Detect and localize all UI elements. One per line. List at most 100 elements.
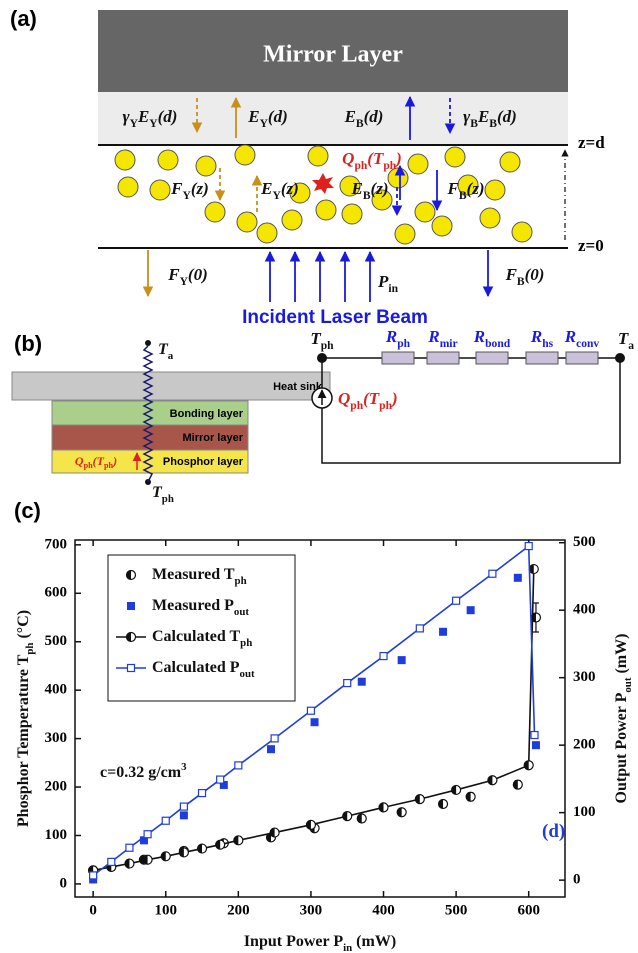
text-piece: E [351, 179, 363, 198]
marker-part [235, 762, 242, 769]
text-piece: E [137, 107, 149, 126]
data-point [144, 831, 151, 838]
text-piece: E [477, 107, 489, 126]
text-piece: in [388, 282, 398, 295]
text-piece: F [447, 179, 460, 198]
marker-part [439, 628, 447, 636]
legend-marker [127, 633, 136, 642]
text-piece: out [234, 606, 249, 618]
layer-label: Phosphor layer [163, 456, 244, 468]
label: Rph [385, 327, 411, 350]
text-piece: (T [93, 454, 105, 468]
data-point [180, 803, 187, 810]
phosphor-particle [512, 222, 532, 242]
data-point [162, 817, 169, 824]
text-piece: ph [379, 399, 392, 412]
text-piece: (T [367, 149, 384, 168]
text-piece: R [530, 327, 542, 346]
text-piece: Calculated T [152, 628, 240, 645]
panel-label: (b) [14, 331, 42, 356]
marker-part [514, 574, 522, 582]
mirror-title: Mirror Layer [263, 42, 403, 68]
data-point [513, 780, 522, 789]
text-piece: 3 [181, 761, 187, 773]
data-point [397, 808, 406, 817]
node [615, 353, 625, 363]
data-point [271, 735, 278, 742]
data-point [216, 840, 225, 849]
text-piece: ph [240, 637, 252, 649]
text-piece: T [310, 329, 321, 348]
y-tick-label: 700 [45, 536, 68, 552]
label: Rbond [473, 327, 511, 350]
marker-part [128, 665, 135, 672]
marker-part [398, 656, 406, 664]
data-point [452, 785, 461, 794]
data-point [125, 859, 134, 868]
phosphor-particle [480, 208, 500, 228]
y-tick-label: 500 [45, 633, 68, 649]
data-point [108, 858, 115, 865]
marker-part [180, 811, 188, 819]
heat-spot [312, 173, 334, 194]
text-piece: P [377, 272, 389, 291]
text-piece: conv [576, 337, 599, 350]
data-point [311, 718, 319, 726]
data-point [270, 828, 279, 837]
body: { "diagram_a": { "label": "(a)", "mirror… [0, 0, 638, 953]
page: body { margin: 0; width: 638px; height: … [0, 0, 638, 953]
data-point [380, 653, 387, 660]
data-point [267, 745, 275, 753]
y-axis-title: Phosphor Temperature Tph (°C) [15, 610, 36, 827]
data-point [379, 803, 388, 812]
phosphor-particle [485, 180, 505, 200]
text-piece: E [260, 179, 272, 198]
data-point [415, 795, 424, 804]
marker-part [271, 735, 278, 742]
beam-label: Incident Laser Beam [242, 307, 428, 328]
marker-part [267, 745, 275, 753]
label: Rhs [530, 327, 554, 350]
x-tick-label: 300 [300, 902, 323, 918]
data-point [531, 732, 538, 739]
data-point [235, 762, 242, 769]
x-tick-label: 100 [154, 902, 177, 918]
marker-part [199, 790, 206, 797]
phosphor-particle [196, 156, 216, 176]
data-point [489, 570, 496, 577]
data-point [453, 597, 460, 604]
resistor [382, 352, 414, 364]
marker-part [126, 844, 133, 851]
marker-part [144, 831, 151, 838]
data-point [199, 790, 206, 797]
x-tick-label: 200 [227, 902, 250, 918]
panel-label: (c) [14, 498, 41, 523]
phosphor-particle [445, 147, 465, 167]
text-piece: Q [342, 149, 354, 168]
phosphor-particle [432, 216, 452, 236]
text-piece: a [168, 350, 174, 362]
data-point [343, 812, 352, 821]
y2-tick-label: 400 [573, 602, 596, 618]
text-piece: T [618, 329, 629, 348]
z-label: z=d [578, 133, 605, 152]
marker-part [467, 606, 475, 614]
marker-part [108, 858, 115, 865]
text-piece: ) [112, 454, 117, 468]
data-point [126, 844, 133, 851]
text-piece: Phosphor Temperature T [15, 654, 32, 827]
text-piece: (mW) [352, 933, 396, 950]
text-piece: Calculated P [152, 659, 240, 676]
text-piece: ph [383, 159, 396, 172]
text-piece: (z) [467, 179, 485, 198]
x-axis-title: Input Power Pin (mW) [244, 933, 396, 953]
resistor [566, 352, 598, 364]
text-piece: F [167, 265, 180, 284]
marker-part [380, 653, 387, 660]
text-piece: F [170, 179, 183, 198]
data-point [357, 814, 366, 823]
marker-part [90, 872, 97, 879]
label: FY(0) [167, 265, 208, 288]
x-tick-label: 0 [89, 902, 97, 918]
phosphor-particle [408, 154, 428, 174]
